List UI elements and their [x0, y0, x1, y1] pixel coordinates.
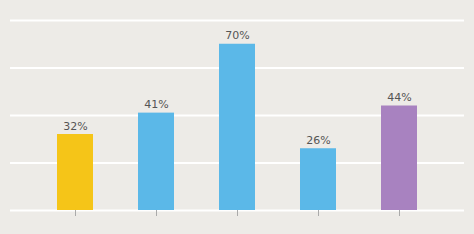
svg-text:70%: 70% — [225, 29, 249, 42]
svg-text:26%: 26% — [306, 134, 330, 147]
svg-text:41%: 41% — [144, 98, 168, 111]
svg-text:32%: 32% — [63, 120, 87, 133]
svg-text:44%: 44% — [387, 91, 411, 104]
